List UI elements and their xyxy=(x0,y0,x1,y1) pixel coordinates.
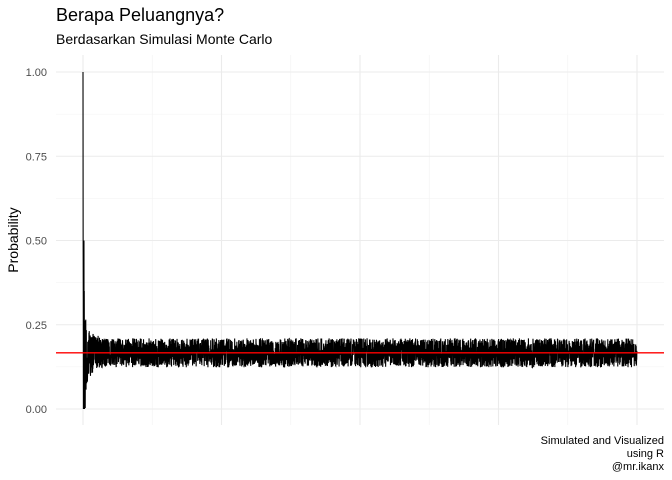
y-tick-label: 0.50 xyxy=(26,236,47,248)
y-tick-label: 0.25 xyxy=(26,320,47,332)
chart-subtitle: Berdasarkan Simulasi Monte Carlo xyxy=(56,31,273,47)
y-tick-label: 0.00 xyxy=(26,404,47,416)
chart-title: Berapa Peluangnya? xyxy=(56,5,225,25)
caption-line: using R xyxy=(626,448,664,460)
caption-line: Simulated and Visualized xyxy=(540,435,664,447)
y-axis-title: Probability xyxy=(5,207,21,272)
chart-caption: Simulated and Visualized using R @mr.ika… xyxy=(541,435,664,474)
y-tick-label: 0.75 xyxy=(26,151,47,163)
major-grid xyxy=(56,55,664,425)
y-axis-ticks: 0.00 0.25 0.50 0.75 1.00 xyxy=(26,67,47,416)
caption-line: @mr.ikanx xyxy=(611,461,664,473)
y-tick-label: 1.00 xyxy=(26,67,47,79)
